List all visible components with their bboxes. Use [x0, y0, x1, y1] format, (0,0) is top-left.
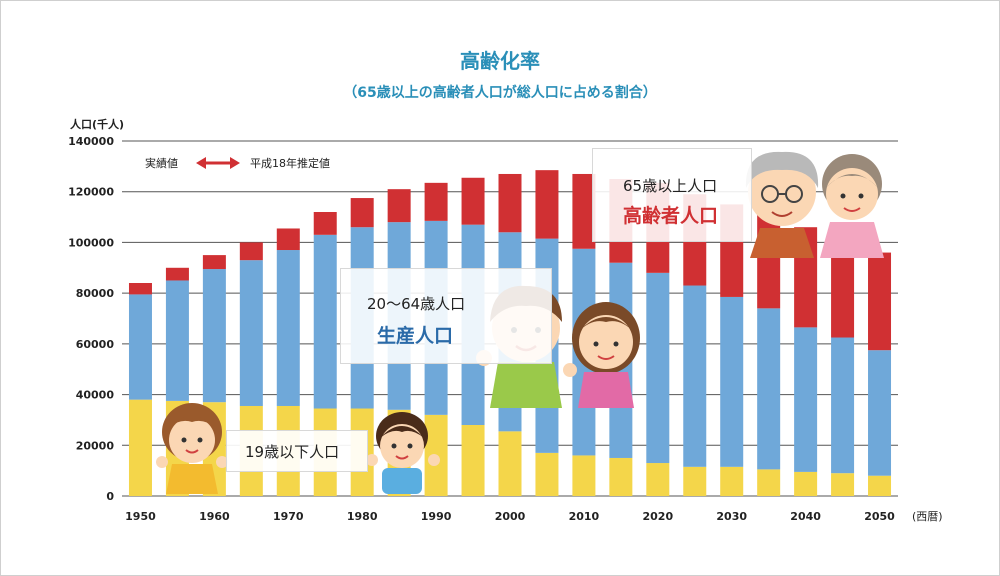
bar-1975-series-2 [313, 212, 337, 235]
bar-1995-series-2 [461, 177, 485, 225]
x-tick-label: 2030 [716, 510, 747, 523]
y-tick-label: 100000 [68, 236, 114, 249]
bar-2025-series-1 [683, 285, 707, 467]
bar-1975-series-1 [313, 234, 337, 409]
elderly-callout-age-range: 65歳以上人口 [623, 177, 718, 195]
child-girl-illustration [156, 403, 228, 494]
y-axis-ticks: 0 20000 40000 60000 80000 100000 120000 140000 [68, 135, 114, 503]
bar-2045-series-2 [831, 239, 855, 338]
x-axis-ticks: 1950 1960 1970 1980 1990 2000 2010 2020 2030 2040… [125, 510, 895, 523]
bar-2035-series-0 [757, 469, 781, 496]
bar-2045-series-1 [831, 337, 855, 474]
legend: 実績値 平成18年推定値 [145, 156, 330, 170]
bar-1990-series-2 [424, 182, 448, 221]
legend-actual-label: 実績値 [145, 156, 178, 170]
working-callout-age-range: 20～64歳人口 [367, 295, 466, 313]
bar-2000-series-2 [498, 173, 522, 233]
x-tick-label: 2050 [864, 510, 895, 523]
x-tick-label: 2010 [569, 510, 600, 523]
x-tick-label: 1950 [125, 510, 156, 523]
bar-2000-series-0 [498, 431, 522, 496]
bar-2045-series-0 [831, 473, 855, 496]
bar-2035-series-1 [757, 308, 781, 470]
bar-1950-series-2 [128, 283, 152, 295]
elderly-man-illustration [745, 151, 819, 258]
chart-subtitle: （65歳以上の高齢者人口が総人口に占める割合） [343, 85, 657, 101]
bar-2020-series-0 [646, 463, 670, 496]
working-population-callout: 20～64歳人口 生産人口 [340, 268, 552, 364]
working-woman-illustration [563, 302, 640, 408]
y-tick-label: 40000 [76, 389, 115, 402]
bar-1980-series-2 [350, 198, 374, 228]
bar-2005-series-2 [535, 170, 559, 239]
bar-2010-series-2 [572, 173, 596, 249]
chart-title: 高齢化率 [460, 49, 540, 73]
bar-1970-series-2 [276, 228, 300, 251]
bar-1985-series-2 [387, 189, 411, 223]
bar-2050-series-0 [868, 475, 892, 496]
y-axis-label: 人口(千人) [70, 117, 124, 131]
bar-2050-series-1 [868, 350, 892, 476]
bar-1960-series-2 [202, 255, 226, 270]
bar-2010-series-0 [572, 455, 596, 496]
youth-population-callout: 19歳以下人口 [226, 430, 368, 472]
x-tick-label: 2020 [642, 510, 673, 523]
bar-2030-series-0 [720, 466, 744, 496]
elderly-population-callout: 65歳以上人口 高齢者人口 [592, 148, 752, 242]
bar-1950-series-0 [128, 399, 152, 496]
x-tick-label: 1960 [199, 510, 230, 523]
bar-2040-series-1 [794, 327, 818, 472]
bar-2020-series-1 [646, 272, 670, 464]
x-tick-label: 1990 [421, 510, 452, 523]
y-tick-label: 140000 [68, 135, 114, 148]
bar-2050-series-2 [868, 252, 892, 351]
child-boy-illustration [366, 412, 440, 494]
y-tick-label: 80000 [76, 287, 115, 300]
legend-estimate-label: 平成18年推定値 [250, 156, 330, 170]
bar-2015-series-0 [609, 457, 633, 496]
y-tick-label: 120000 [68, 186, 114, 199]
y-tick-label: 60000 [76, 338, 115, 351]
x-tick-label: 1980 [347, 510, 378, 523]
bar-1970-series-1 [276, 250, 300, 406]
elderly-callout-label: 高齢者人口 [623, 205, 719, 227]
legend-arrow-icon [196, 157, 240, 169]
bar-2030-series-1 [720, 296, 744, 467]
bar-2005-series-0 [535, 452, 559, 496]
x-tick-label: 2040 [790, 510, 821, 523]
youth-callout-label: 19歳以下人口 [245, 443, 340, 461]
bar-1995-series-0 [461, 425, 485, 496]
x-tick-label: 2000 [495, 510, 526, 523]
bar-1960-series-1 [202, 269, 226, 403]
bar-2025-series-0 [683, 466, 707, 496]
x-axis-label: (西暦) [912, 510, 943, 523]
bar-1965-series-2 [239, 242, 263, 261]
working-callout-label: 生産人口 [377, 325, 454, 347]
bar-1965-series-1 [239, 260, 263, 406]
bar-1955-series-1 [165, 280, 189, 401]
y-tick-label: 0 [106, 490, 114, 503]
bar-1950-series-1 [128, 294, 152, 400]
bar-2040-series-0 [794, 471, 818, 496]
y-tick-label: 20000 [76, 439, 115, 452]
x-tick-label: 1970 [273, 510, 304, 523]
bar-1955-series-2 [165, 267, 189, 281]
elderly-woman-illustration [820, 154, 884, 258]
